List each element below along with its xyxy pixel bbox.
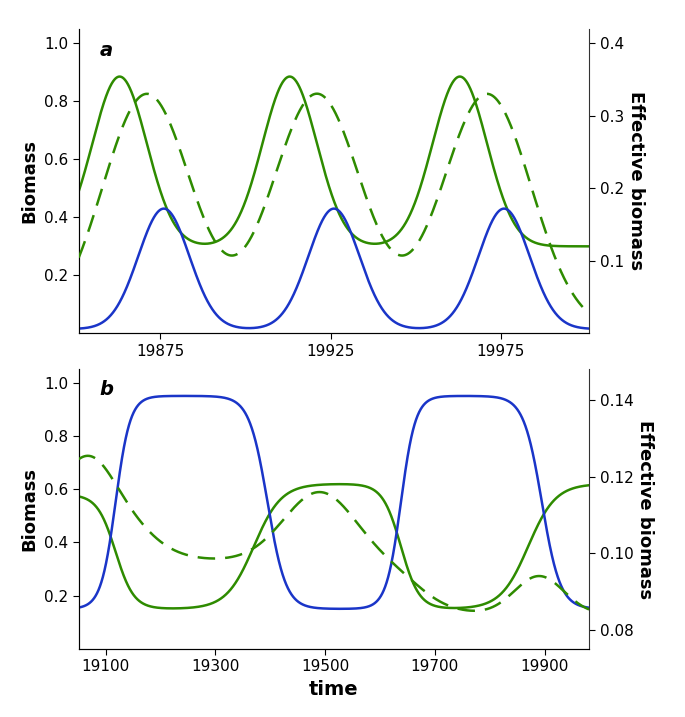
Y-axis label: Biomass: Biomass xyxy=(21,139,38,223)
Y-axis label: Effective biomass: Effective biomass xyxy=(627,92,645,270)
Text: b: b xyxy=(99,381,113,399)
X-axis label: time: time xyxy=(309,680,359,699)
Y-axis label: Biomass: Biomass xyxy=(21,467,38,551)
Text: a: a xyxy=(99,41,112,60)
Y-axis label: Effective biomass: Effective biomass xyxy=(636,419,654,599)
